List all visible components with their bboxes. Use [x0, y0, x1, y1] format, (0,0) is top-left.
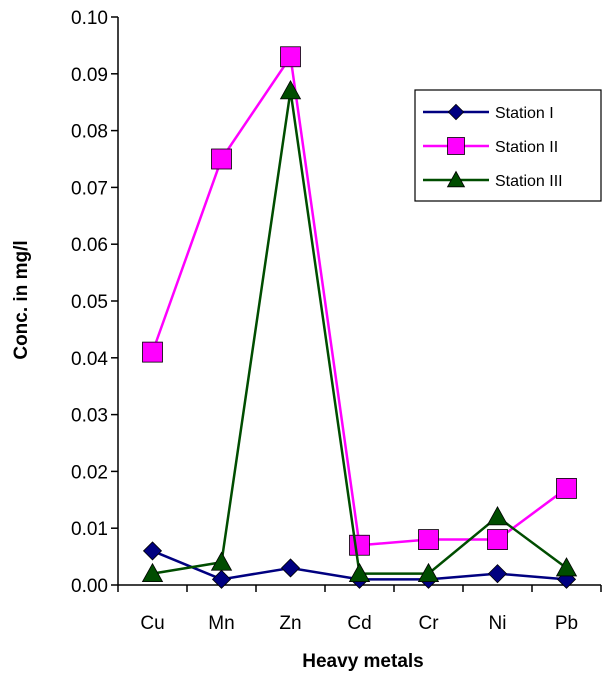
legend-label: Station II	[495, 139, 558, 156]
x-tick-label: Pb	[555, 613, 578, 634]
data-point	[418, 529, 439, 550]
y-axis-title: Conc. in mg/l	[11, 240, 32, 359]
data-point	[446, 170, 466, 188]
y-tick-label: 0.03	[71, 406, 108, 427]
data-point	[348, 562, 371, 583]
series-2	[142, 46, 577, 556]
x-tick-label: Ni	[489, 613, 507, 634]
x-tick-label: Mn	[208, 613, 234, 634]
series-3	[141, 80, 578, 583]
legend-item: Station I	[423, 103, 554, 122]
data-point	[556, 478, 577, 499]
data-point	[280, 46, 301, 68]
data-point	[210, 551, 233, 571]
y-tick-label: 0.01	[71, 519, 108, 540]
y-tick-label: 0.06	[71, 235, 108, 256]
legend-label: Station I	[495, 105, 554, 122]
x-tick-label: Cr	[418, 613, 439, 634]
data-point	[447, 103, 465, 121]
x-tick-label: Zn	[279, 613, 301, 634]
data-point	[211, 148, 232, 170]
legend: Station I Station II Station III	[414, 89, 602, 202]
y-tick-label: 0.04	[71, 349, 108, 370]
data-point	[417, 562, 440, 583]
data-point	[447, 137, 465, 155]
x-tick-label: Cu	[140, 613, 164, 634]
data-point	[555, 557, 578, 577]
y-tick-label: 0.10	[71, 8, 108, 29]
data-point	[486, 506, 509, 526]
data-point	[280, 558, 301, 578]
data-point	[487, 564, 508, 584]
y-tick-label: 0.08	[71, 122, 108, 143]
x-axis-title: Heavy metals	[302, 651, 423, 672]
data-point	[487, 529, 508, 550]
y-tick-label: 0.09	[71, 65, 108, 86]
y-axis: 0.00 0.01 0.02 0.03 0.04 0.05 0.06 0.07 0.08 0.09…	[71, 8, 119, 597]
data-point	[141, 562, 164, 583]
legend-item: Station III	[423, 170, 563, 190]
legend-item: Station II	[423, 137, 558, 156]
x-tick-label: Cd	[347, 613, 371, 634]
y-tick-label: 0.02	[71, 462, 108, 483]
y-tick-label: 0.07	[71, 178, 108, 199]
data-point	[142, 341, 163, 363]
data-point	[279, 80, 302, 100]
y-tick-label: 0.05	[71, 292, 108, 313]
legend-label: Station III	[495, 173, 563, 190]
x-axis: Cu Mn Zn Cd Cr Ni Pb	[117, 584, 602, 634]
data-point	[142, 541, 163, 561]
data-point	[349, 534, 370, 556]
y-tick-label: 0.00	[71, 576, 108, 597]
data-point	[211, 569, 232, 589]
series-layer	[141, 46, 578, 589]
